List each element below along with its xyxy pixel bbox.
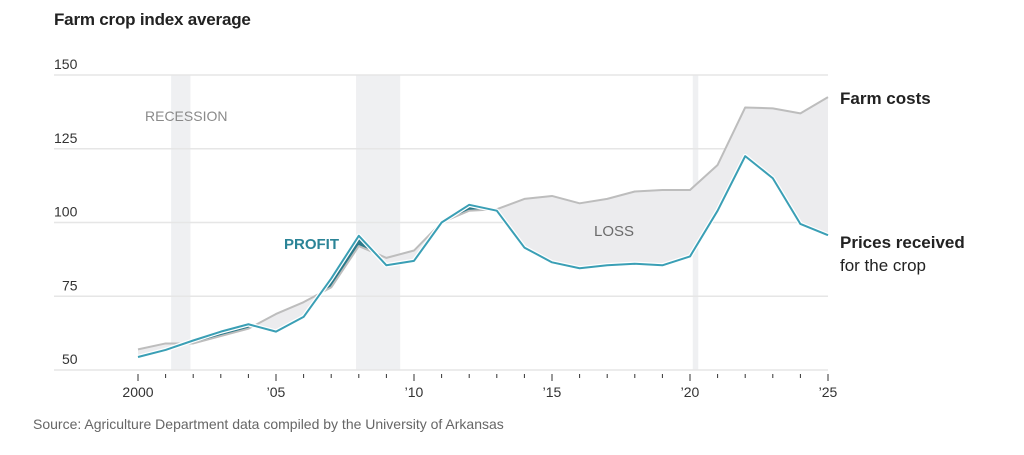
profit-annotation: PROFIT bbox=[284, 236, 339, 253]
axes: 50 75 100 125 150 2000 ’05 ’10 ’15 ’20 ’25 bbox=[54, 56, 838, 400]
loss-area bbox=[374, 222, 442, 266]
y-tick-label: 50 bbox=[62, 351, 78, 367]
chart-title: Farm crop index average bbox=[54, 10, 251, 29]
prices-received-sublabel: for the crop bbox=[840, 256, 926, 275]
y-tick-label: 75 bbox=[62, 277, 78, 293]
x-tick-label: ’15 bbox=[543, 384, 562, 400]
farm-costs-label: Farm costs bbox=[840, 89, 931, 108]
annotations: RECESSION PROFIT LOSS Farm costs Prices … bbox=[145, 89, 965, 275]
prices-received-line bbox=[137, 155, 829, 358]
x-tick-label: ’10 bbox=[405, 384, 424, 400]
prices-received-label: Prices received bbox=[840, 233, 965, 252]
recession-annotation: RECESSION bbox=[145, 108, 227, 124]
y-tick-label: 125 bbox=[54, 130, 78, 146]
x-tick-label: 2000 bbox=[122, 384, 153, 400]
y-tick-label: 150 bbox=[54, 56, 78, 72]
x-tick-label: ’20 bbox=[681, 384, 700, 400]
y-tick-label: 100 bbox=[54, 204, 78, 220]
series-lines bbox=[137, 96, 829, 360]
x-tick-label: ’05 bbox=[267, 384, 286, 400]
loss-annotation: LOSS bbox=[594, 223, 634, 240]
loss-area bbox=[491, 97, 828, 269]
source-note: Source: Agriculture Department data comp… bbox=[33, 416, 504, 432]
gap-areas bbox=[138, 97, 828, 358]
profit-area bbox=[320, 235, 375, 293]
x-tick-label: ’25 bbox=[819, 384, 838, 400]
